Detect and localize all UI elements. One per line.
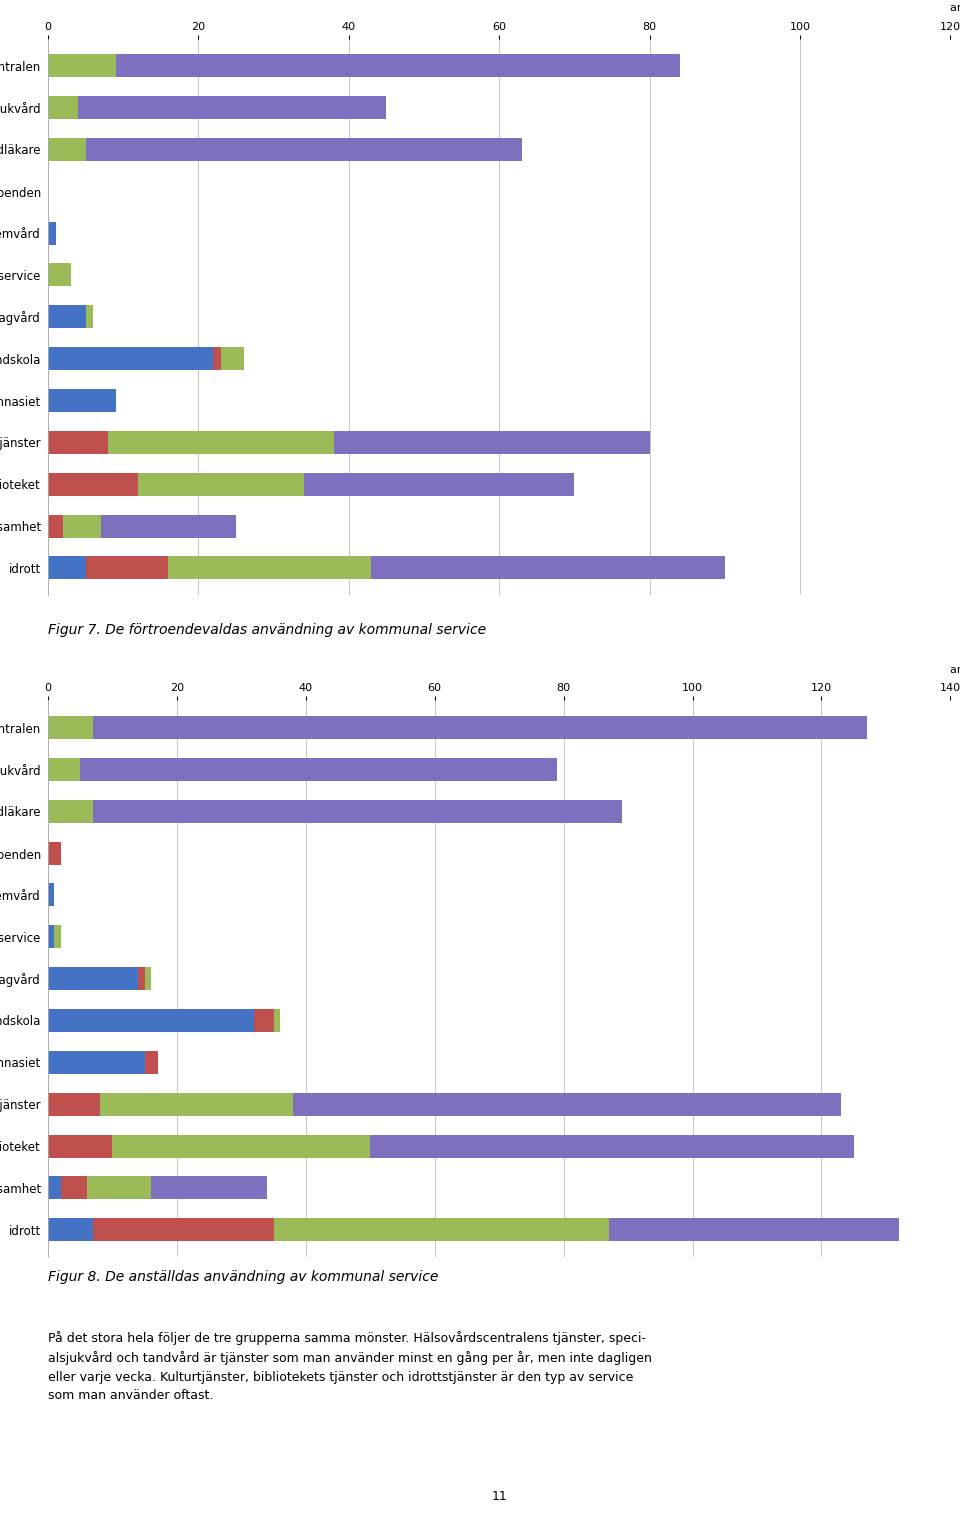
- Bar: [48, 1135, 112, 1158]
- Bar: [609, 1218, 899, 1241]
- Bar: [48, 263, 71, 286]
- Text: 11: 11: [492, 1489, 507, 1503]
- Bar: [48, 758, 81, 781]
- Bar: [138, 473, 303, 496]
- Bar: [138, 967, 145, 990]
- Bar: [48, 1177, 60, 1200]
- Bar: [48, 514, 63, 537]
- Bar: [81, 758, 557, 781]
- Bar: [86, 1177, 151, 1200]
- Bar: [48, 139, 85, 160]
- Bar: [63, 514, 101, 537]
- Bar: [48, 1218, 93, 1241]
- Bar: [48, 95, 78, 119]
- Bar: [93, 799, 622, 822]
- Bar: [48, 716, 93, 739]
- Bar: [48, 1050, 145, 1073]
- Bar: [303, 473, 574, 496]
- Bar: [48, 473, 138, 496]
- Bar: [48, 967, 138, 990]
- Bar: [85, 305, 93, 328]
- Bar: [371, 1135, 853, 1158]
- Bar: [213, 346, 221, 370]
- Bar: [221, 346, 244, 370]
- Text: På det stora hela följer de tre grupperna samma mönster. Hälsovårdscentralens tj: På det stora hela följer de tre gruppern…: [48, 1332, 652, 1403]
- Bar: [48, 799, 93, 822]
- Bar: [93, 716, 867, 739]
- Bar: [151, 1177, 267, 1200]
- Bar: [48, 54, 115, 77]
- Bar: [115, 54, 680, 77]
- Bar: [48, 305, 85, 328]
- Text: Figur 7. De förtroendevaldas användning av kommunal service: Figur 7. De förtroendevaldas användning …: [48, 624, 486, 638]
- Bar: [48, 556, 85, 579]
- Bar: [112, 1135, 371, 1158]
- Bar: [48, 884, 55, 907]
- Bar: [93, 1218, 274, 1241]
- Bar: [48, 390, 115, 413]
- Bar: [48, 841, 60, 864]
- Bar: [85, 139, 522, 160]
- Bar: [100, 1093, 293, 1115]
- Bar: [85, 556, 168, 579]
- Bar: [55, 926, 60, 949]
- Text: antal personer: antal personer: [950, 665, 960, 675]
- Bar: [254, 1009, 274, 1032]
- Bar: [48, 431, 108, 454]
- Bar: [168, 556, 372, 579]
- Bar: [274, 1218, 609, 1241]
- Bar: [48, 1009, 254, 1032]
- Bar: [48, 1093, 100, 1115]
- Text: antal personer: antal personer: [950, 3, 960, 14]
- Bar: [145, 967, 151, 990]
- Bar: [48, 926, 55, 949]
- Bar: [48, 222, 56, 245]
- Bar: [145, 1050, 157, 1073]
- Bar: [108, 431, 334, 454]
- Text: Figur 8. De anställdas användning av kommunal service: Figur 8. De anställdas användning av kom…: [48, 1270, 439, 1284]
- Bar: [334, 431, 650, 454]
- Bar: [293, 1093, 841, 1115]
- Bar: [372, 556, 725, 579]
- Bar: [274, 1009, 280, 1032]
- Bar: [101, 514, 236, 537]
- Bar: [60, 1177, 86, 1200]
- Bar: [48, 346, 213, 370]
- Bar: [78, 95, 386, 119]
